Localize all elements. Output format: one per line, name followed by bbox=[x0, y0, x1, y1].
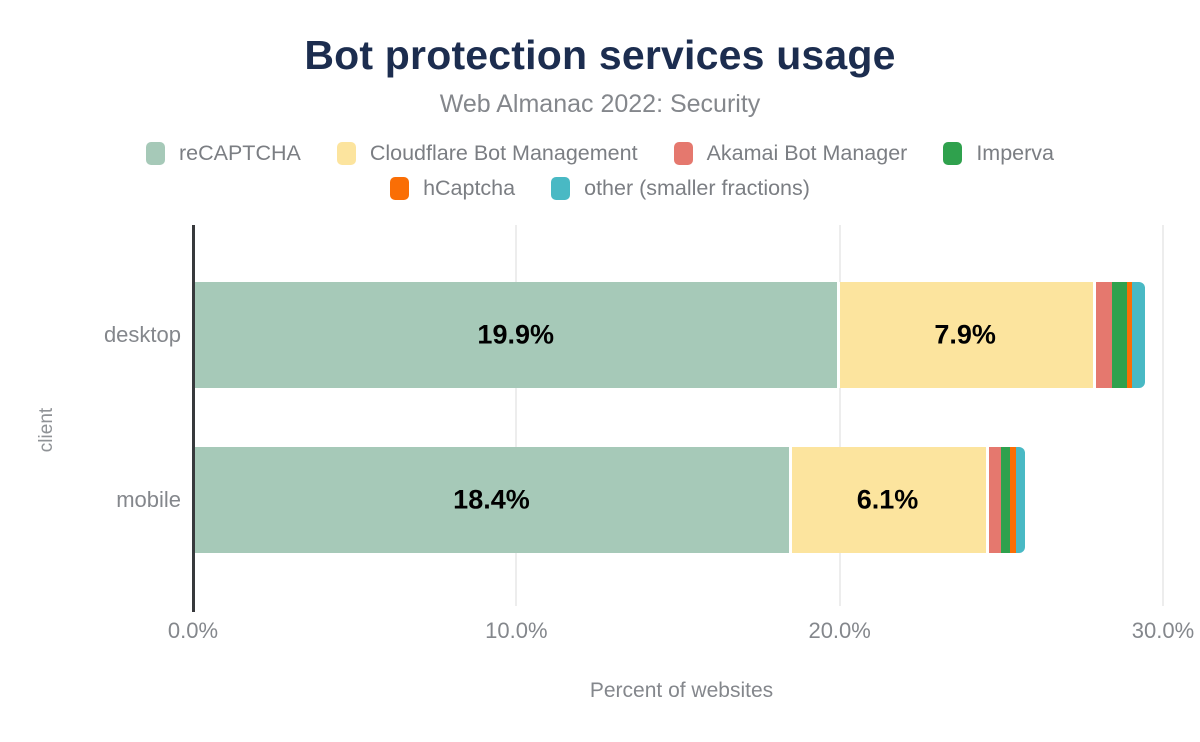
bar-segment[interactable] bbox=[788, 447, 987, 553]
legend-label: reCAPTCHA bbox=[178, 141, 301, 165]
bar-segment-label: 7.9% bbox=[934, 319, 996, 350]
bar-segment-label: 6.1% bbox=[856, 484, 919, 515]
plot-area: 19.9% 7.9% 18.4% 6.1% bbox=[193, 225, 1170, 606]
x-tick-label: 0.0% bbox=[167, 618, 219, 643]
bar-segment[interactable] bbox=[1015, 447, 1026, 553]
y-axis-title: client bbox=[36, 407, 57, 453]
legend-item: reCAPTCHA bbox=[145, 141, 301, 166]
legend-label: hCaptcha bbox=[423, 176, 516, 200]
bar-segment[interactable] bbox=[194, 447, 789, 553]
bar-segment[interactable] bbox=[986, 447, 1001, 553]
bar-segment[interactable] bbox=[1092, 282, 1113, 388]
bar-segment[interactable] bbox=[194, 282, 838, 388]
legend-row: reCAPTCHA Cloudflare Bot Management Akamai… bbox=[145, 141, 1054, 166]
legend-label: Cloudflare Bot Management bbox=[369, 141, 638, 165]
chart-subtitle: Web Almanac 2022: Security bbox=[439, 90, 761, 118]
legend-label: Imperva bbox=[976, 141, 1054, 165]
x-tick-label: 10.0% bbox=[485, 618, 548, 643]
bar-segment-label: 18.4% bbox=[453, 484, 530, 515]
bar-segment[interactable] bbox=[1010, 447, 1016, 553]
category-label: mobile bbox=[116, 487, 181, 512]
legend-row: hCaptcha other (smaller fractions) bbox=[390, 176, 810, 201]
legend-label: Akamai Bot Manager bbox=[706, 141, 908, 165]
bar-segment[interactable] bbox=[1131, 282, 1145, 388]
bar-segment-label: 19.9% bbox=[477, 319, 554, 350]
x-tick-label: 20.0% bbox=[808, 618, 871, 643]
legend-swatch bbox=[336, 142, 356, 165]
grid-line bbox=[838, 225, 841, 606]
legend-swatch bbox=[551, 177, 571, 200]
bar-segment[interactable] bbox=[837, 282, 1093, 388]
legend-item: Cloudflare Bot Management bbox=[336, 141, 638, 166]
legend-item: other (smaller fractions) bbox=[551, 176, 810, 201]
bar-segment[interactable] bbox=[1112, 282, 1127, 388]
legend: reCAPTCHA Cloudflare Bot Management Akamai… bbox=[0, 141, 1200, 201]
category-label: desktop bbox=[103, 322, 181, 347]
legend-item: hCaptcha bbox=[390, 176, 515, 201]
legend-item: Imperva bbox=[943, 141, 1054, 166]
legend-swatch bbox=[145, 142, 165, 165]
grid-line bbox=[1162, 225, 1164, 606]
legend-item: Akamai Bot Manager bbox=[673, 141, 908, 166]
legend-swatch bbox=[943, 142, 963, 165]
legend-label: other (smaller fractions) bbox=[584, 176, 810, 200]
bar-segment[interactable] bbox=[1000, 447, 1011, 553]
chart-title: Bot protection services usage bbox=[304, 32, 896, 78]
legend-swatch bbox=[390, 177, 410, 200]
x-axis-title: Percent of websites bbox=[589, 679, 774, 702]
y-axis-line bbox=[192, 225, 195, 612]
legend-swatch bbox=[673, 142, 693, 165]
x-tick-label: 30.0% bbox=[1131, 618, 1195, 643]
bar-segment[interactable] bbox=[1126, 282, 1132, 388]
grid-line bbox=[515, 225, 518, 606]
